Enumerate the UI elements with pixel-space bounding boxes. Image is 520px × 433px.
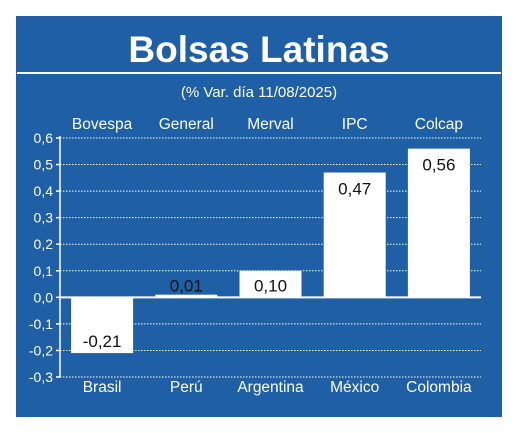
value-label: -0,21 — [83, 332, 122, 351]
category-label: Merval — [247, 116, 294, 133]
y-tick-label: 0,6 — [34, 130, 54, 146]
y-tick-label: 0,2 — [34, 236, 54, 252]
bars — [71, 148, 470, 354]
y-tick-label: 0,3 — [34, 210, 54, 226]
y-tick-label: -0,1 — [29, 316, 53, 332]
bar-bovespa — [71, 297, 134, 354]
bar-merval — [239, 270, 302, 298]
country-label: Colombia — [406, 379, 472, 396]
bar-general — [155, 294, 218, 298]
y-tick-label: 0,5 — [34, 157, 54, 173]
value-label: 0,56 — [422, 156, 455, 175]
chart-subtitle: (% Var. día 11/08/2025) — [181, 84, 337, 101]
country-label: Argentina — [237, 379, 304, 396]
category-label: Bovespa — [72, 116, 133, 133]
country-label: Brasil — [83, 379, 122, 396]
y-tick-label: 0,4 — [34, 183, 54, 199]
category-label: IPC — [342, 116, 368, 133]
category-label: Colcap — [415, 116, 463, 133]
value-label: 0,10 — [254, 276, 287, 295]
country-label: Perú — [170, 379, 203, 396]
y-tick-label: 0,0 — [34, 289, 54, 305]
value-label: 0,01 — [170, 276, 203, 295]
category-label: General — [159, 116, 214, 133]
y-tick-label: -0,2 — [29, 342, 53, 358]
y-tick-label: 0,1 — [34, 263, 54, 279]
y-tick-label: -0,3 — [29, 369, 53, 385]
bar-colcap — [407, 148, 470, 298]
value-label: 0,47 — [338, 180, 371, 199]
bar-ipc — [323, 172, 386, 298]
labels: -0,3 -0,2 -0,1 0,0 0,1 0,2 0,3 0,4 0,5 0,6 -0,21 Bo… — [29, 116, 472, 396]
country-label: México — [330, 379, 379, 396]
chart-title: Bolsas Latinas — [128, 29, 389, 70]
